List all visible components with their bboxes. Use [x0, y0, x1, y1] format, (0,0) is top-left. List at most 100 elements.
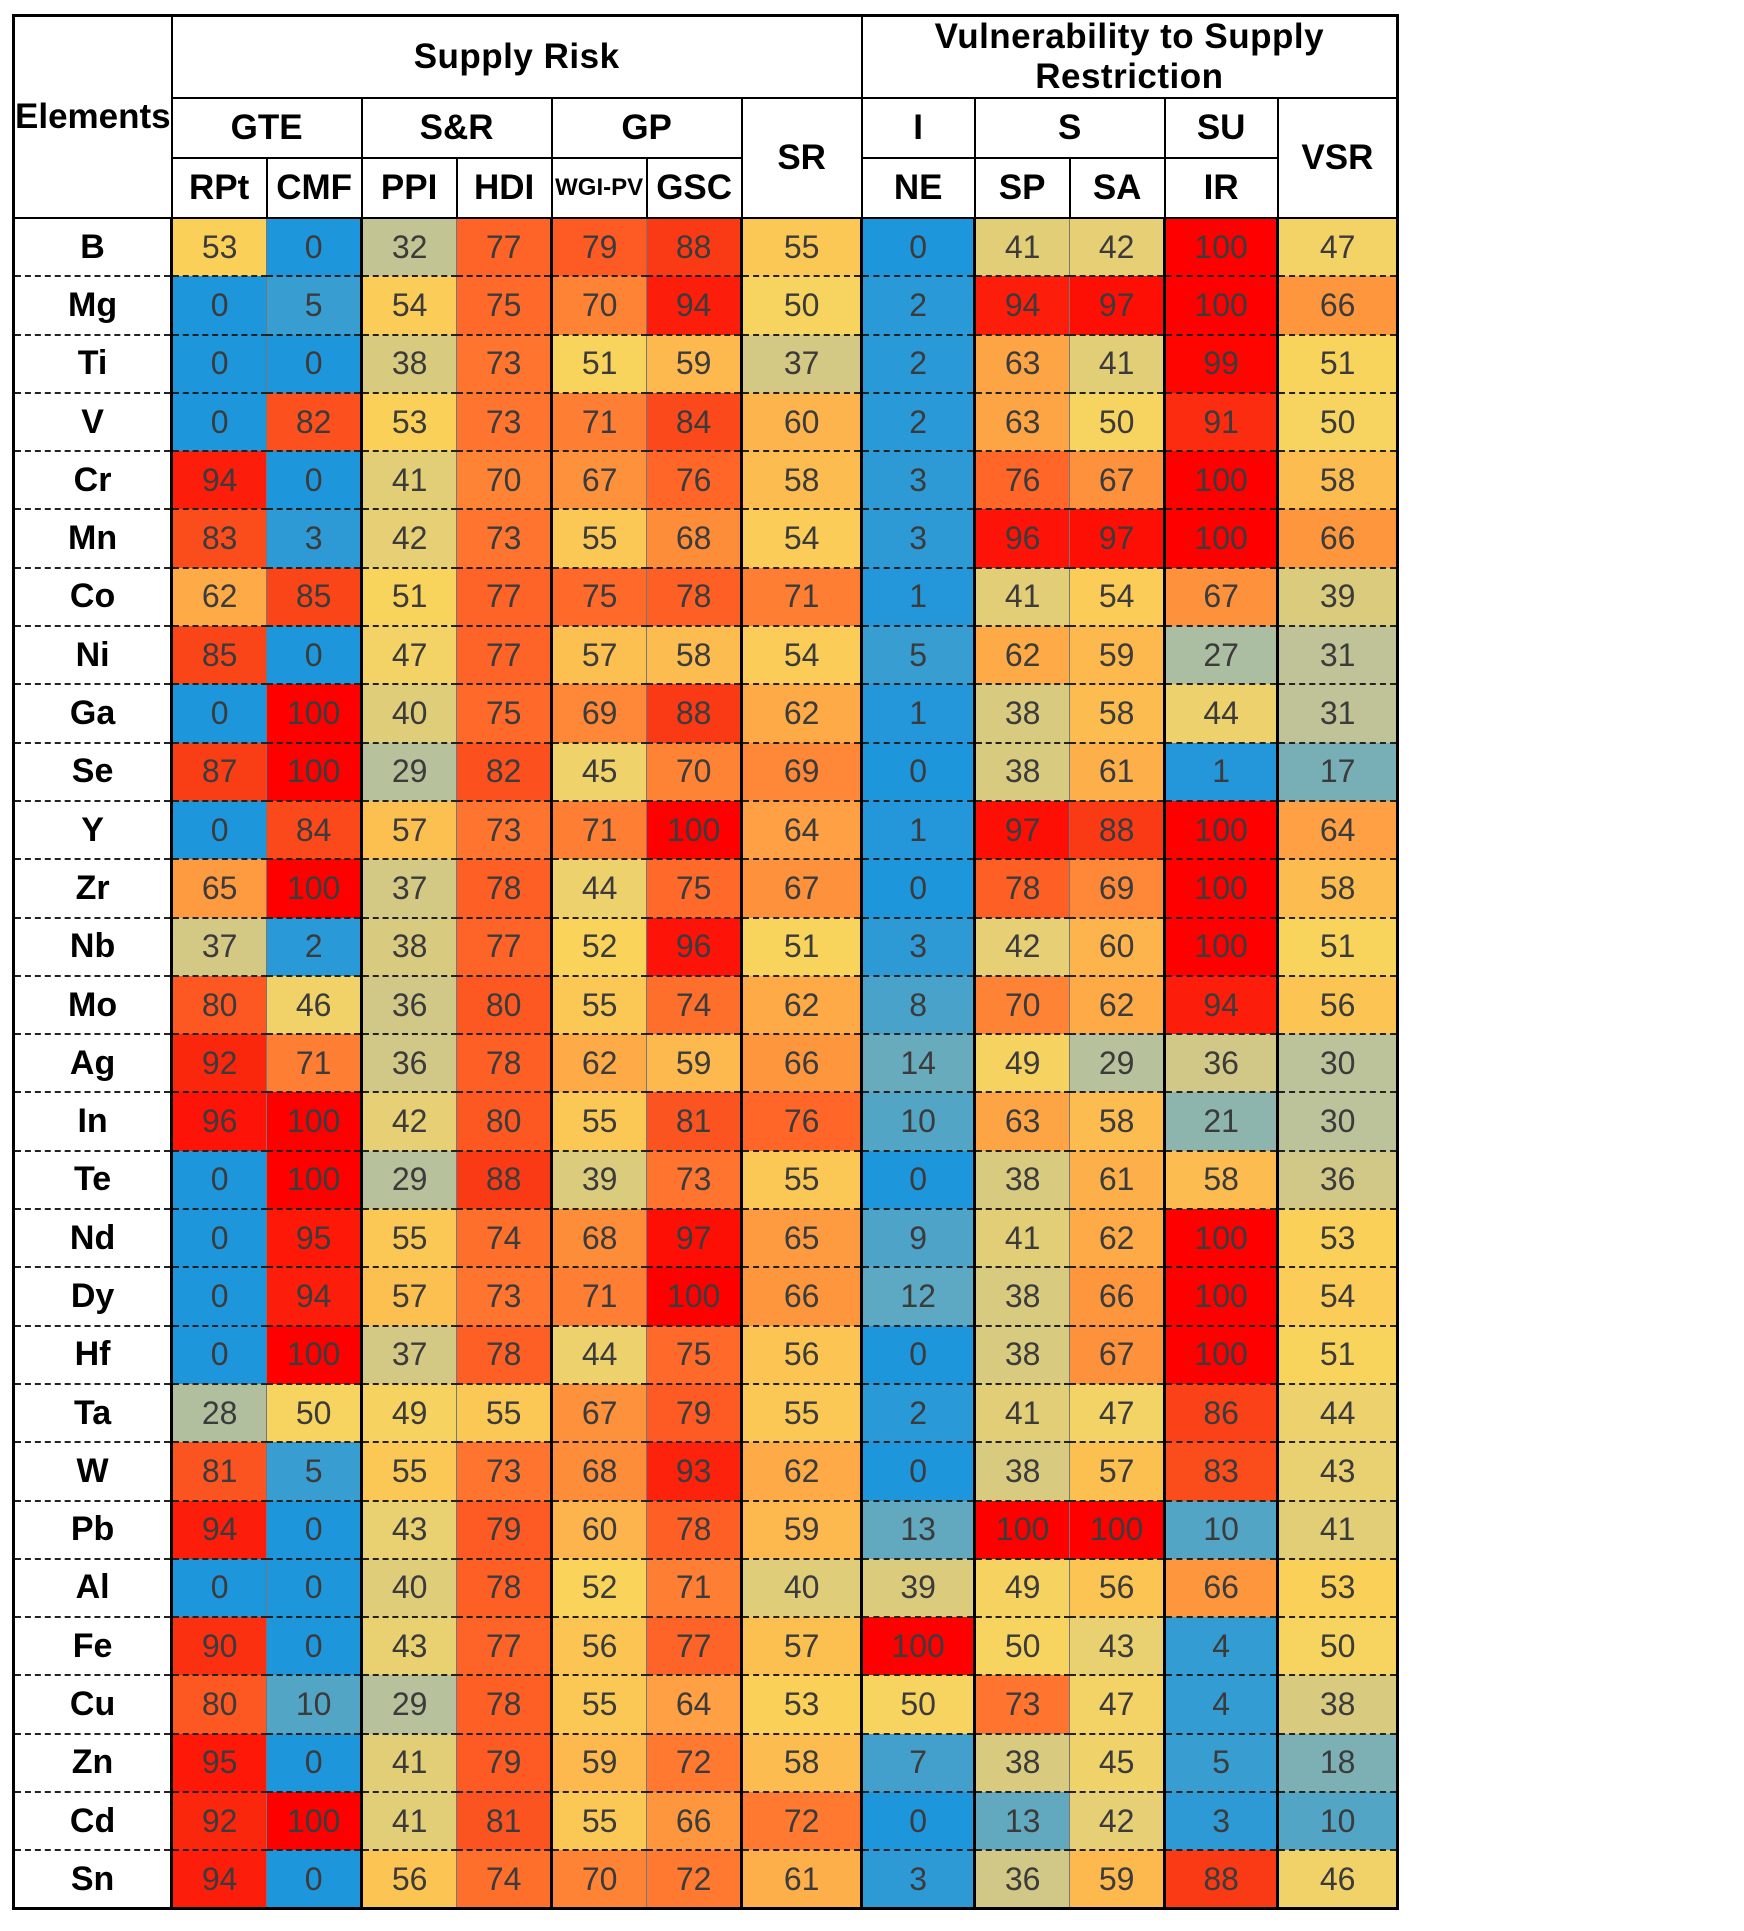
value-cell-vsr: 31 [1276, 625, 1398, 686]
value-cell-ir: 44 [1163, 683, 1278, 744]
value-cell-sp: 100 [973, 1499, 1070, 1560]
value-cell-ppi: 56 [360, 1849, 457, 1910]
value-cell-ir: 99 [1163, 333, 1278, 394]
value-cell-wgi-pv: 68 [550, 1208, 647, 1269]
element-label: Dy [13, 1266, 174, 1327]
value-cell-sa: 61 [1069, 741, 1165, 802]
value-cell-rpt: 81 [171, 1441, 267, 1502]
value-cell-hdi: 80 [456, 974, 552, 1036]
value-cell-cmf: 100 [266, 741, 362, 802]
value-cell-ir: 36 [1163, 1033, 1278, 1094]
value-cell-ppi: 42 [360, 508, 457, 569]
value-cell-ne: 2 [860, 275, 975, 336]
value-cell-wgi-pv: 51 [550, 333, 647, 394]
value-cell-wgi-pv: 71 [550, 391, 647, 453]
value-cell-rpt: 0 [171, 1208, 267, 1269]
value-cell-wgi-pv: 55 [550, 508, 647, 569]
value-cell-gsc: 75 [646, 1324, 742, 1385]
value-cell-rpt: 85 [171, 625, 267, 686]
value-cell-vsr: 56 [1276, 974, 1398, 1036]
value-cell-wgi-pv: 70 [550, 275, 647, 336]
value-cell-ne: 2 [860, 333, 975, 394]
i-header: I [860, 97, 976, 159]
value-cell-sr: 65 [740, 1208, 862, 1269]
value-cell-ir: 94 [1163, 974, 1278, 1036]
value-cell-ne: 0 [860, 741, 975, 802]
value-cell-wgi-pv: 69 [550, 683, 647, 744]
value-cell-rpt: 28 [171, 1382, 267, 1444]
element-label: Ti [13, 333, 174, 394]
value-cell-ir: 100 [1163, 216, 1278, 278]
value-cell-sa: 97 [1069, 508, 1165, 569]
value-cell-gsc: 94 [646, 275, 742, 336]
value-cell-gsc: 74 [646, 974, 742, 1036]
value-cell-ppi: 36 [360, 974, 457, 1036]
value-cell-hdi: 73 [456, 508, 552, 569]
value-cell-sp: 38 [973, 741, 1070, 802]
supply-risk-group-header: Supply Risk [170, 14, 863, 99]
value-cell-hdi: 77 [456, 625, 552, 686]
value-cell-ne: 3 [860, 450, 975, 511]
value-cell-wgi-pv: 57 [550, 625, 647, 686]
value-cell-wgi-pv: 68 [550, 1441, 647, 1502]
value-cell-vsr: 36 [1276, 1149, 1398, 1211]
value-cell-rpt: 92 [171, 1791, 267, 1852]
value-cell-rpt: 37 [171, 916, 267, 977]
table-row: Ni 85 0 47 77 57 58 54 5 62 59 27 31 [13, 625, 1398, 686]
value-cell-ne: 1 [860, 683, 975, 744]
value-cell-sa: 59 [1069, 625, 1165, 686]
value-cell-hdi: 78 [456, 1033, 552, 1094]
value-cell-cmf: 0 [266, 333, 362, 394]
value-cell-ir: 5 [1163, 1732, 1278, 1794]
value-cell-cmf: 100 [266, 1791, 362, 1852]
value-cell-ne: 12 [860, 1266, 975, 1327]
value-cell-vsr: 17 [1276, 741, 1398, 802]
value-cell-ir: 100 [1163, 1324, 1278, 1385]
element-label: Cu [13, 1674, 174, 1735]
element-label: Mo [13, 974, 174, 1036]
value-cell-vsr: 18 [1276, 1732, 1398, 1794]
value-cell-sa: 62 [1069, 1208, 1165, 1269]
value-cell-sr: 67 [740, 858, 862, 919]
table-row: Y 0 84 57 73 71 100 64 1 97 88 100 64 [13, 799, 1398, 861]
value-cell-hdi: 88 [456, 1149, 552, 1211]
value-cell-sp: 38 [973, 1266, 1070, 1327]
element-label: Cd [13, 1791, 174, 1852]
value-cell-sa: 58 [1069, 683, 1165, 744]
value-cell-hdi: 80 [456, 1091, 552, 1152]
value-cell-sa: 42 [1069, 1791, 1165, 1852]
value-cell-sp: 76 [973, 450, 1070, 511]
table-row: Fe 90 0 43 77 56 77 57 100 50 43 4 50 [13, 1616, 1398, 1677]
value-cell-hdi: 73 [456, 1266, 552, 1327]
value-cell-cmf: 84 [266, 799, 362, 861]
value-cell-hdi: 75 [456, 275, 552, 336]
value-cell-sa: 47 [1069, 1382, 1165, 1444]
element-label: Fe [13, 1616, 174, 1677]
value-cell-ppi: 32 [360, 216, 457, 278]
value-cell-ne: 2 [860, 391, 975, 453]
value-cell-gsc: 73 [646, 1149, 742, 1211]
value-cell-vsr: 39 [1276, 566, 1398, 628]
value-cell-rpt: 80 [171, 974, 267, 1036]
value-cell-wgi-pv: 67 [550, 1382, 647, 1444]
value-cell-vsr: 31 [1276, 683, 1398, 744]
value-cell-sp: 38 [973, 1732, 1070, 1794]
value-cell-gsc: 88 [646, 683, 742, 744]
value-cell-wgi-pv: 67 [550, 450, 647, 511]
element-label: Te [13, 1149, 174, 1211]
element-label: Ag [13, 1033, 174, 1094]
value-cell-sr: 76 [740, 1091, 862, 1152]
value-cell-sr: 66 [740, 1033, 862, 1094]
value-cell-vsr: 50 [1276, 391, 1398, 453]
value-cell-sa: 54 [1069, 566, 1165, 628]
element-label: Pb [13, 1499, 174, 1560]
value-cell-wgi-pv: 55 [550, 974, 647, 1036]
element-label: Hf [13, 1324, 174, 1385]
value-cell-cmf: 82 [266, 391, 362, 453]
value-cell-gsc: 77 [646, 1616, 742, 1677]
value-cell-sr: 58 [740, 450, 862, 511]
value-cell-ir: 100 [1163, 858, 1278, 919]
value-cell-wgi-pv: 45 [550, 741, 647, 802]
value-cell-ppi: 40 [360, 1557, 457, 1619]
value-cell-vsr: 30 [1276, 1033, 1398, 1094]
